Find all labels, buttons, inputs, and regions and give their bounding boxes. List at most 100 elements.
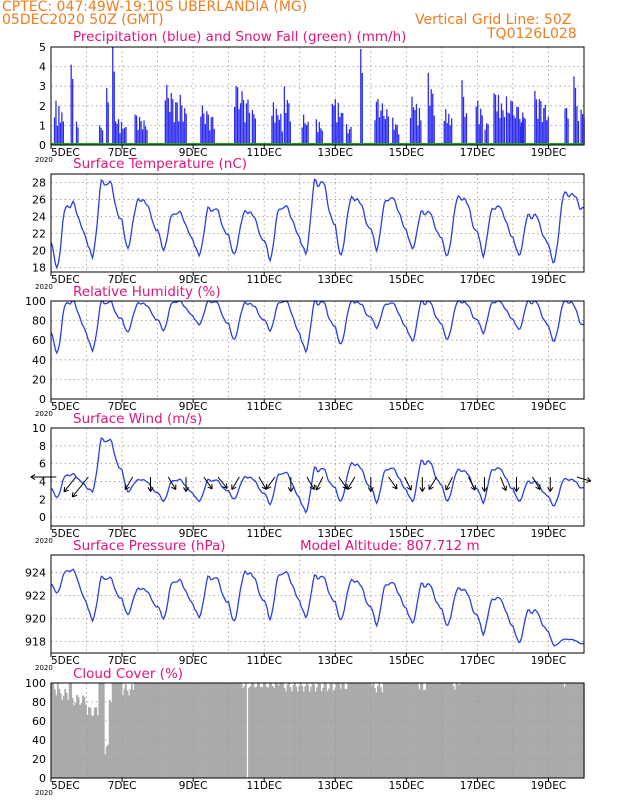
wind-arrow <box>266 476 276 490</box>
cloud-bar <box>531 683 533 778</box>
wind-arrow-head <box>207 483 213 490</box>
cloud-bar <box>264 683 267 778</box>
precip-bar <box>251 109 254 145</box>
precip-bar <box>247 99 249 145</box>
cloud-bar <box>419 683 422 778</box>
wind-arrow-head <box>501 485 508 491</box>
cloud-bar <box>169 683 172 778</box>
x-tick-label: 5DEC <box>51 274 80 286</box>
cloud-bar <box>62 695 65 778</box>
cloud-bar <box>209 683 212 778</box>
cloud-bar <box>492 683 495 778</box>
cloud-bar <box>120 683 123 778</box>
year-label: 2020 <box>35 283 53 291</box>
precip-bar <box>117 119 120 145</box>
precip-bar <box>239 103 242 145</box>
cloud-bar <box>497 683 499 778</box>
precip-bar <box>510 100 512 145</box>
precip-bar <box>494 94 497 145</box>
cloud-bar <box>408 683 410 778</box>
cloud-bar <box>526 683 529 778</box>
cloud-bar <box>462 683 465 778</box>
precip-bar <box>305 125 308 145</box>
precip-bar <box>377 98 379 145</box>
precip-bar <box>565 108 568 145</box>
precip-bar <box>339 117 341 145</box>
cloud-bar <box>563 687 566 778</box>
x-tick-label: 11DEC <box>246 401 281 413</box>
precip-bar <box>72 79 74 145</box>
precip-bar <box>213 128 215 145</box>
precip-bar <box>317 132 319 145</box>
cloud-bar <box>362 683 364 778</box>
y-tick-label: 2 <box>39 493 46 506</box>
precip-bar <box>535 99 538 145</box>
y-tick-label: 40 <box>32 354 46 367</box>
precip-bar <box>334 99 336 145</box>
y-tick-label: 20 <box>32 753 46 766</box>
precip-bar <box>387 116 389 145</box>
cloud-bar <box>141 683 144 778</box>
year-label: 2020 <box>35 156 53 164</box>
cloud-bar <box>185 683 188 778</box>
precip-bar <box>181 105 183 145</box>
cloud-bar <box>363 683 366 778</box>
cloud-bar <box>153 683 156 778</box>
precip-bar <box>524 118 526 145</box>
cloud-bar <box>513 683 516 778</box>
panel-frame <box>50 300 585 400</box>
cloud-bar <box>338 683 341 778</box>
x-tick-label: 17DEC <box>460 274 495 286</box>
precip-bar <box>487 124 489 145</box>
cloud-bar <box>132 689 135 778</box>
cloud-bar <box>268 683 271 778</box>
panel-frame <box>50 554 585 654</box>
cloud-bar <box>553 683 556 778</box>
wind-arrow-head <box>63 486 69 493</box>
precip-bar <box>122 128 124 145</box>
y-tick-label: 5 <box>39 41 46 54</box>
cloud-bar <box>434 683 437 778</box>
cloud-bar <box>145 683 148 778</box>
precip-bar <box>271 115 273 145</box>
wind-arrow-head <box>171 484 177 490</box>
wind-arrow <box>315 476 324 491</box>
cloud-bar <box>523 683 526 778</box>
cloud-bar <box>159 683 161 778</box>
cloud-bar <box>566 683 569 778</box>
precip-bar <box>430 89 432 145</box>
precip-bar <box>272 102 275 145</box>
x-tick-label: 15DEC <box>389 655 424 667</box>
precip-bar <box>384 119 387 145</box>
x-tick-label: 5DEC <box>51 655 80 667</box>
cloud-bar <box>545 683 548 778</box>
humidity-title: Relative Humidity (%) <box>73 284 221 300</box>
precip-bar <box>175 102 177 145</box>
cloud-bar <box>534 683 536 778</box>
y-tick-label: 0 <box>39 393 46 406</box>
precip-bar <box>523 117 525 145</box>
x-tick-label: 11DEC <box>246 147 281 159</box>
precip-bar <box>409 118 412 145</box>
cloud-bar <box>554 683 557 778</box>
cloud-bar <box>494 683 496 778</box>
cloud-bar <box>489 683 492 778</box>
cloud-bar <box>454 689 456 778</box>
precip-bar <box>375 101 378 145</box>
cloud-bar <box>559 683 562 778</box>
cloud-bar <box>301 685 304 778</box>
y-tick-label: 4 <box>39 61 46 74</box>
cloud-bar <box>351 683 354 778</box>
cloud-bar <box>482 683 484 778</box>
precip-bar <box>547 116 549 145</box>
wind-arrow-head <box>406 485 412 491</box>
precip-bar <box>274 122 276 145</box>
cloud-bar <box>525 683 527 778</box>
cloud-bar <box>374 687 376 778</box>
cloud-bar <box>126 690 129 778</box>
precip-bar <box>393 129 395 145</box>
x-tick-label: 7DEC <box>108 147 137 159</box>
cloud-bar <box>253 687 256 778</box>
cloud-bar <box>579 683 582 778</box>
cloud-bar <box>83 696 86 778</box>
